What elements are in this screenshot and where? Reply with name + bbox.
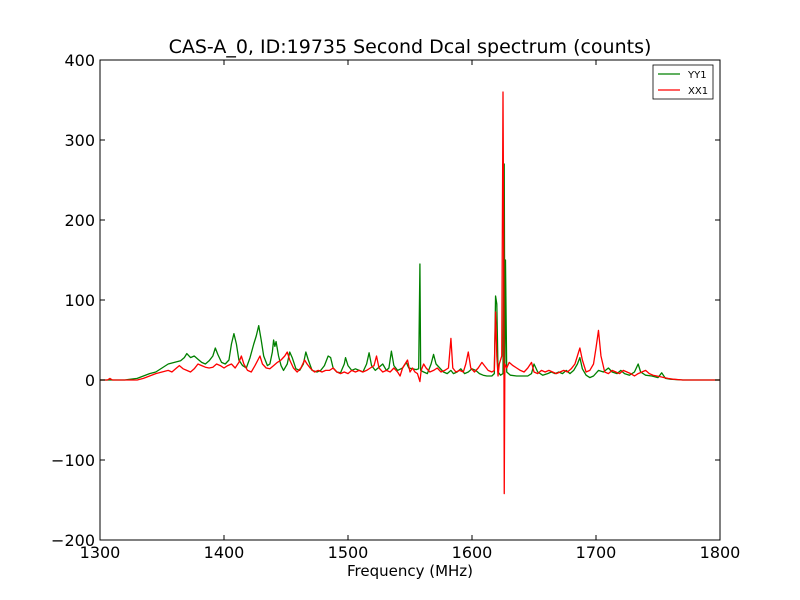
y-tick-label: 200 [64,211,95,230]
plot-area [100,60,720,540]
x-tick-label: 1400 [204,543,245,562]
x-tick-label: 1600 [452,543,493,562]
series-line-xx1 [100,91,720,495]
series-line-yy1 [100,163,720,381]
plot-frame [99,59,721,541]
y-tick-label: 0 [85,371,95,390]
y-tick-label: 100 [64,291,95,310]
x-tick-label: 1800 [700,543,741,562]
chart-title: CAS-A_0, ID:19735 Second Dcal spectrum (… [169,36,652,58]
legend-label-xx1: XX1 [688,86,708,97]
legend-label-yy1: YY1 [687,70,707,81]
y-tick-label: 300 [64,131,95,150]
x-axis-label: Frequency (MHz) [347,562,473,580]
y-tick-label: −100 [51,451,95,470]
x-tick-label: 1700 [576,543,617,562]
y-tick-label: 400 [64,51,95,70]
ticks-group: 1300 1400 1500 1600 1700 1800 −200 −100 0 100 200 3… [51,51,740,562]
x-tick-label: 1500 [328,543,369,562]
x-tick-label: 1300 [80,543,121,562]
series-group [100,91,720,495]
legend-box [652,64,714,100]
y-tick-label: −200 [51,531,95,550]
